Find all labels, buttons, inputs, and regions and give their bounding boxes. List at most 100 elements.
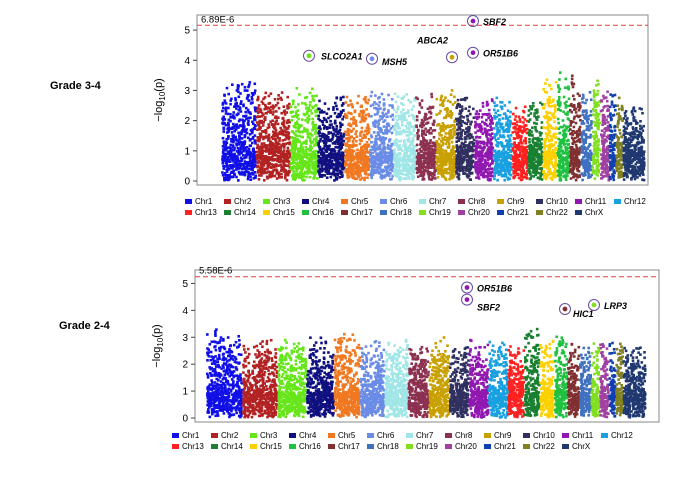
- snp-point: [365, 149, 369, 152]
- snp-point: [358, 171, 362, 175]
- snp-point: [393, 151, 397, 155]
- snp-point: [274, 165, 278, 168]
- snp-point: [261, 102, 265, 105]
- snp-point: [407, 114, 411, 118]
- snp-point: [447, 171, 451, 175]
- snp-point: [272, 152, 276, 155]
- snp-point: [256, 115, 260, 118]
- snp-point: [305, 112, 309, 115]
- snp-point: [256, 111, 260, 115]
- snp-point: [433, 149, 436, 152]
- snp-point: [300, 118, 304, 121]
- snp-point: [267, 139, 270, 142]
- snp-point: [296, 123, 299, 126]
- snp-point: [476, 153, 479, 157]
- snp-point: [411, 152, 415, 156]
- snp-point: [345, 150, 348, 154]
- snp-point: [527, 109, 531, 112]
- snp-point: [221, 151, 225, 154]
- snp-point: [407, 146, 411, 150]
- snp-point: [474, 167, 477, 171]
- snp-point: [494, 171, 497, 175]
- snp-point: [415, 149, 419, 152]
- snp-point: [228, 146, 232, 149]
- snp-point: [326, 160, 330, 163]
- points-chr2: [255, 91, 292, 182]
- snp-point: [303, 113, 307, 117]
- snp-point: [397, 131, 401, 134]
- snp-point: [226, 156, 230, 159]
- snp-point: [443, 125, 446, 129]
- snp-point: [308, 166, 311, 169]
- snp-point: [301, 149, 304, 153]
- snp-point: [431, 106, 434, 109]
- snp-point: [295, 138, 298, 141]
- snp-point: [380, 130, 383, 134]
- snp-point: [305, 175, 308, 179]
- snp-point: [271, 147, 274, 151]
- snp-point: [378, 126, 382, 130]
- snp-point: [440, 164, 443, 168]
- snp-point: [275, 169, 279, 173]
- snp-point: [387, 93, 390, 97]
- snp-point: [455, 170, 458, 173]
- snp-point: [323, 174, 326, 177]
- snp-point: [505, 121, 508, 125]
- snp-point: [379, 169, 382, 173]
- snp-point: [278, 132, 281, 135]
- snp-point: [333, 119, 337, 123]
- snp-point: [360, 119, 364, 122]
- snp-point: [355, 166, 358, 170]
- snp-point: [300, 170, 303, 173]
- snp-point: [475, 139, 478, 143]
- snp-point: [364, 100, 368, 104]
- snp-point: [243, 86, 247, 89]
- snp-point: [361, 111, 365, 114]
- snp-point: [342, 95, 345, 99]
- snp-point: [496, 144, 500, 148]
- snp-point: [318, 140, 321, 143]
- snp-point: [312, 124, 316, 127]
- snp-point: [263, 149, 267, 153]
- snp-point: [482, 162, 485, 166]
- snp-point: [460, 141, 464, 145]
- snp-point: [514, 149, 517, 153]
- snp-point: [311, 117, 314, 121]
- snp-point: [441, 102, 444, 105]
- snp-point: [366, 162, 369, 165]
- snp-point: [411, 178, 414, 181]
- snp-point: [359, 161, 363, 165]
- snp-point: [419, 154, 422, 158]
- snp-point: [264, 105, 268, 109]
- snp-point: [236, 155, 239, 158]
- snp-point: [261, 124, 265, 127]
- snp-point: [250, 95, 254, 99]
- snp-point: [277, 116, 280, 119]
- snp-point: [281, 150, 285, 154]
- snp-point: [390, 144, 393, 148]
- snp-point: [449, 100, 452, 104]
- snp-point: [481, 105, 485, 108]
- snp-point: [436, 156, 440, 159]
- snp-point: [274, 139, 278, 142]
- snp-point: [226, 121, 230, 125]
- snp-point: [336, 152, 340, 155]
- snp-point: [446, 146, 450, 149]
- snp-point: [458, 103, 461, 107]
- snp-point: [329, 175, 333, 179]
- snp-point: [329, 131, 333, 134]
- snp-point: [264, 91, 268, 95]
- snp-point: [462, 172, 465, 175]
- snp-point: [304, 164, 307, 167]
- snp-point: [423, 115, 427, 118]
- snp-point: [379, 160, 383, 164]
- snp-point: [524, 158, 527, 162]
- snp-point: [433, 120, 436, 124]
- snp-point: [381, 168, 385, 172]
- snp-point: [382, 142, 386, 145]
- snp-point: [487, 178, 491, 182]
- snp-point: [433, 151, 437, 155]
- snp-point: [248, 155, 252, 158]
- snp-point: [322, 127, 326, 130]
- snp-point: [221, 159, 225, 162]
